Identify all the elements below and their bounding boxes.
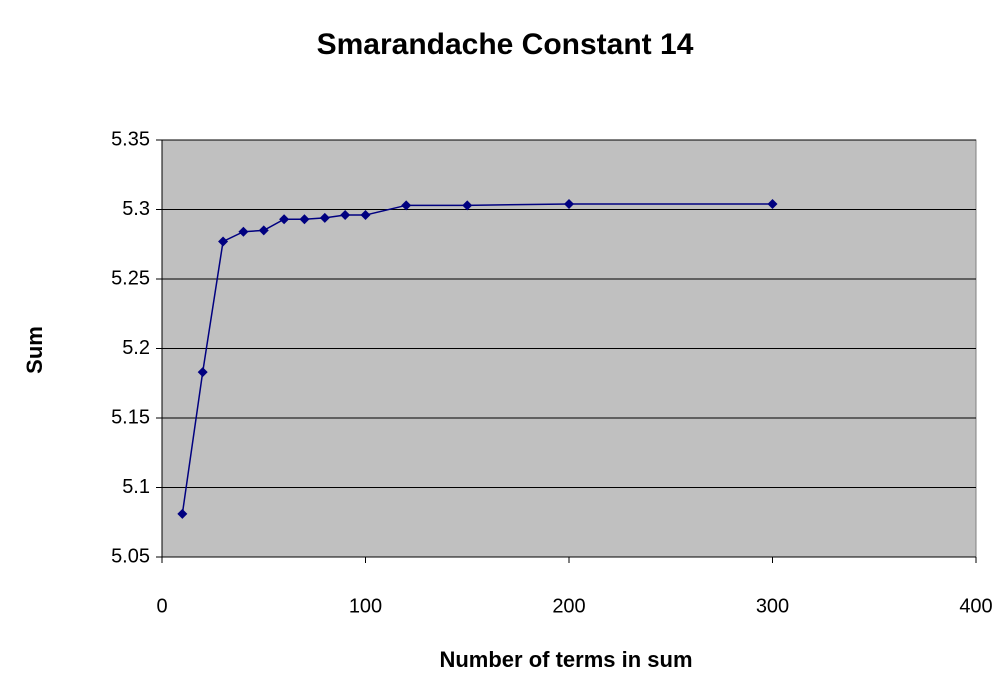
marker <box>238 226 249 237</box>
marker <box>279 214 290 225</box>
y-axis-title: Sum <box>22 326 47 374</box>
x-tick-label: 200 <box>552 595 585 617</box>
y-tick-label: 5.05 <box>111 545 150 567</box>
x-tick-label: 100 <box>349 595 382 617</box>
x-axis-title: Number of terms in sum <box>439 647 692 672</box>
marker <box>564 198 574 209</box>
marker <box>340 210 351 221</box>
x-tick-label: 300 <box>756 595 789 617</box>
marker <box>767 198 778 209</box>
x-tick-label: 0 <box>156 595 167 617</box>
marker <box>401 200 412 211</box>
y-tick-label: 5.2 <box>122 337 150 359</box>
chart-title: Smarandache Constant 14 <box>317 28 694 61</box>
marker <box>299 214 310 225</box>
marker <box>197 367 208 378</box>
marker <box>218 236 229 247</box>
y-tick-label: 5.15 <box>111 406 150 428</box>
marker <box>319 212 330 223</box>
y-tick-label: 5.35 <box>111 128 150 150</box>
y-tick-label: 5.1 <box>122 476 150 498</box>
marker <box>177 508 188 519</box>
x-tick-label: 400 <box>959 595 992 617</box>
marker <box>258 225 269 236</box>
y-tick-label: 5.25 <box>111 267 150 289</box>
marker <box>360 210 371 221</box>
marker <box>462 200 473 211</box>
series-line <box>181 203 773 515</box>
y-tick-label: 5.3 <box>122 198 150 220</box>
